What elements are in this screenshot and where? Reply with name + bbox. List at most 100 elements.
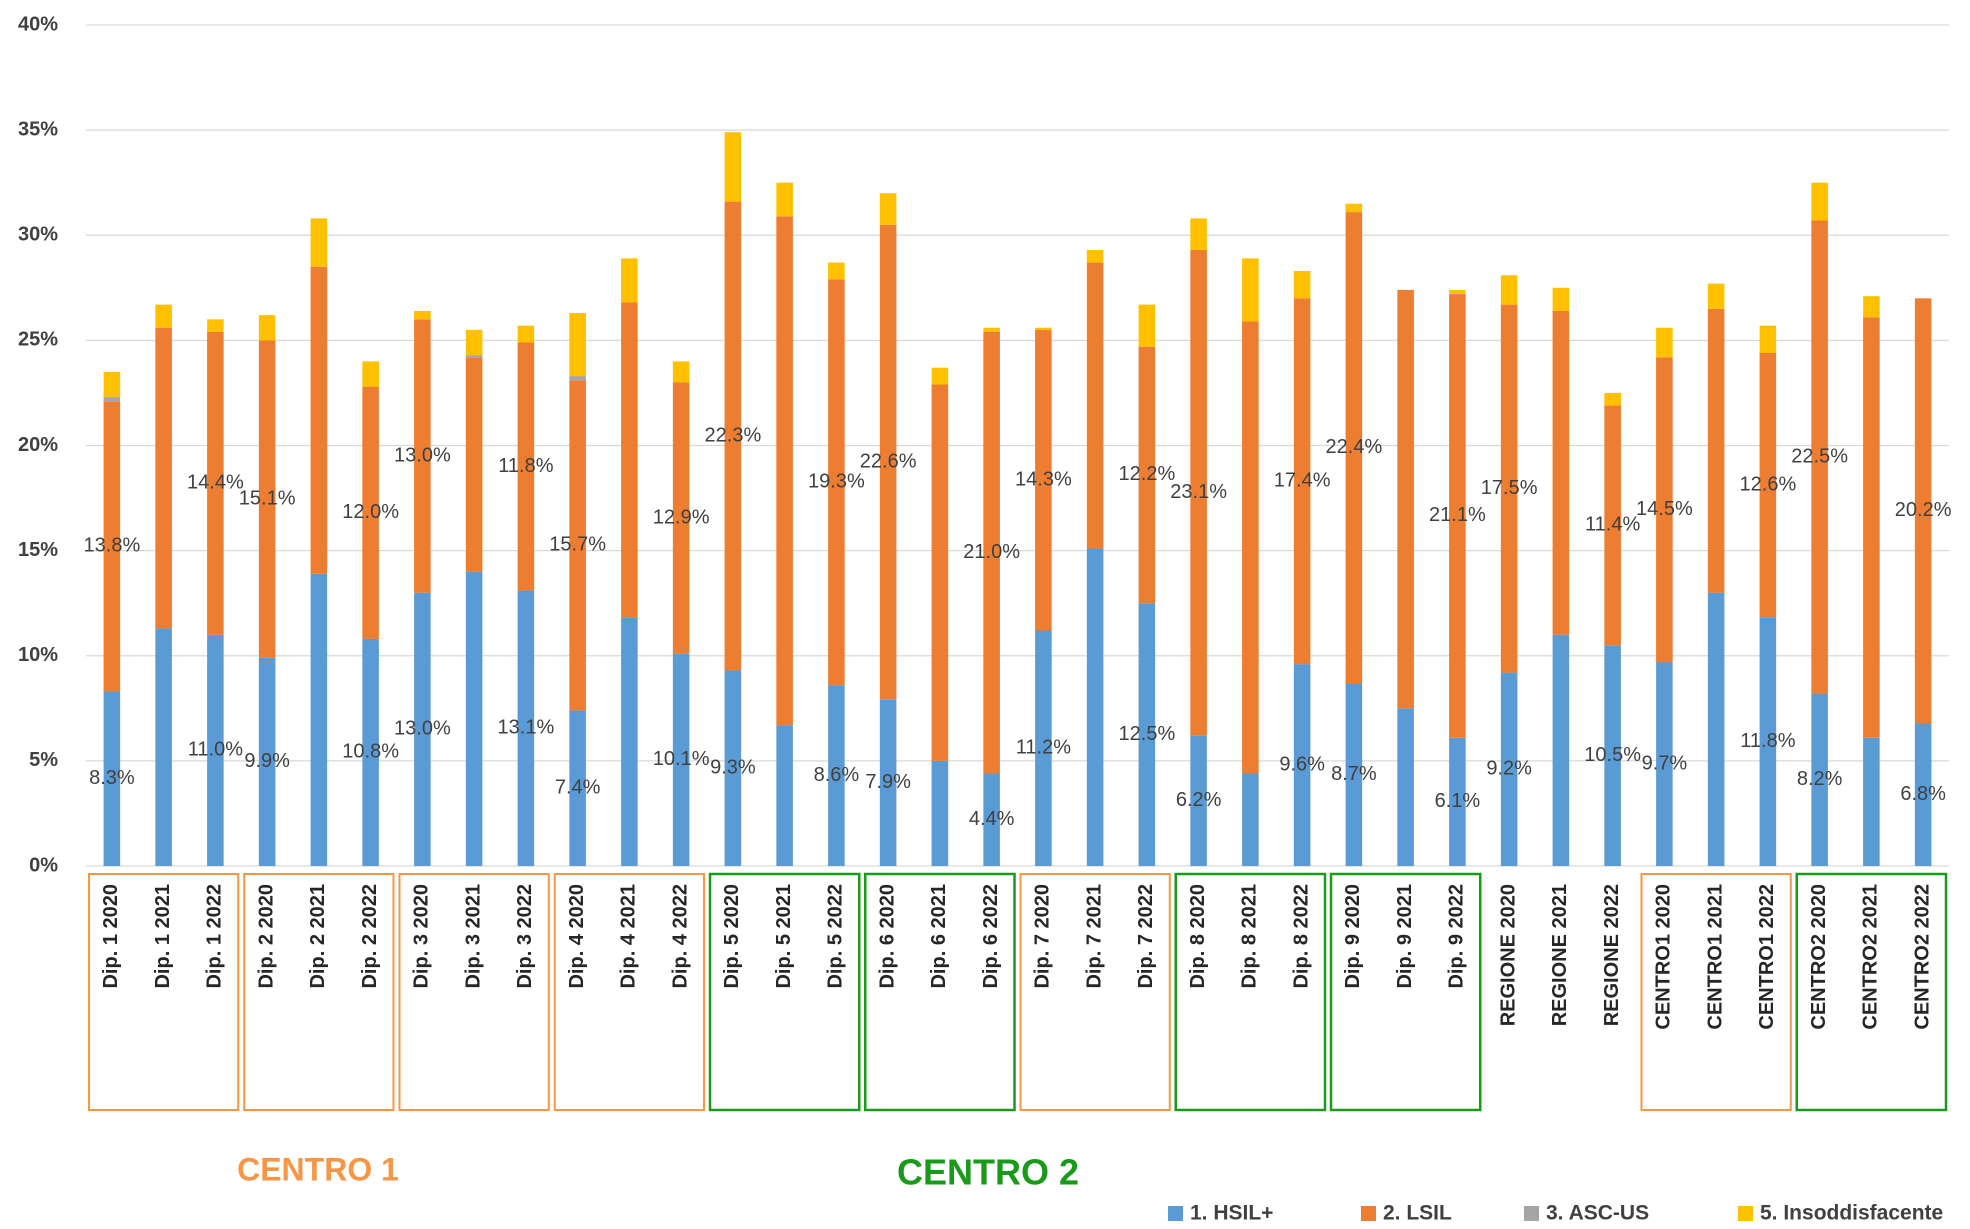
x-tick-label: Dip. 7 2021 <box>1083 884 1105 989</box>
x-tick-label: Dip. 9 2020 <box>1342 884 1364 989</box>
bar-segment <box>1811 182 1828 221</box>
annotation: CENTRO 2 <box>897 1152 1079 1193</box>
bar-segment <box>103 371 121 398</box>
data-label: 11.2% <box>1016 737 1071 759</box>
bar-segment <box>1138 603 1156 866</box>
group-box <box>88 873 240 1111</box>
y-tick-label: 20% <box>18 434 58 456</box>
data-label: 23.1% <box>1170 481 1227 503</box>
bar-segment <box>1035 630 1052 866</box>
bar-segment <box>569 313 586 377</box>
x-tick-label: CENTRO1 2021 <box>1704 884 1726 1030</box>
bar-segment <box>931 760 949 866</box>
group-box <box>1795 872 1948 1112</box>
x-tick-label: REGIONE 2021 <box>1549 884 1571 1026</box>
legend-label: 1. HSIL+ <box>1190 1202 1273 1225</box>
bar-segment <box>1449 289 1466 295</box>
group-box <box>243 873 395 1111</box>
x-tick-label: Dip. 6 2022 <box>980 884 1002 989</box>
bar-segment <box>1242 773 1259 866</box>
bar-segment <box>1242 321 1259 774</box>
bar-segment <box>569 380 586 711</box>
bar-segment <box>207 634 224 866</box>
data-label: 9.2% <box>1486 758 1532 780</box>
data-label: 14.3% <box>1015 468 1072 490</box>
bar-segment <box>1811 220 1828 694</box>
x-tick-label: Dip. 8 2020 <box>1187 884 1209 989</box>
bar-segment <box>1035 327 1052 330</box>
data-label: 22.3% <box>705 424 762 446</box>
bar-segment <box>1138 346 1156 604</box>
bar-segment <box>931 384 949 761</box>
data-label: 11.4% <box>1585 514 1640 536</box>
x-tick-label: Dip. 5 2021 <box>773 884 795 989</box>
bar-segment <box>1190 735 1207 866</box>
x-tick-label: Dip. 3 2021 <box>462 884 484 989</box>
bar-segment <box>1604 645 1621 866</box>
x-tick-label: Dip. 7 2020 <box>1032 884 1054 989</box>
data-label: 9.3% <box>710 757 756 779</box>
data-label: 10.5% <box>1584 744 1641 766</box>
annotation: CENTRO 1 <box>237 1151 399 1187</box>
bar-segment <box>776 725 793 866</box>
legend-marker <box>1168 1206 1183 1221</box>
data-label: 7.4% <box>555 776 601 798</box>
group-box <box>708 872 861 1112</box>
y-tick-label: 10% <box>18 644 58 666</box>
bar-segment <box>1863 737 1880 866</box>
x-tick-label: Dip. 6 2021 <box>928 884 950 989</box>
bar-segment <box>569 376 586 381</box>
group-box <box>864 872 1016 1112</box>
data-label: 9.6% <box>1279 753 1325 775</box>
bar-segment <box>465 357 483 572</box>
bar-segment <box>621 617 638 866</box>
x-tick-label: Dip. 4 2022 <box>669 884 691 989</box>
bar-segment <box>517 342 535 591</box>
data-label: 13.0% <box>394 444 451 466</box>
bar-segment <box>465 329 483 356</box>
bar-segment <box>465 355 483 358</box>
data-label: 9.9% <box>244 750 290 772</box>
y-tick-label: 30% <box>18 224 58 246</box>
bar-segment <box>1035 329 1052 631</box>
x-tick-label: Dip. 3 2022 <box>514 884 536 989</box>
bar-segment <box>1552 310 1570 635</box>
x-tick-label: Dip. 9 2022 <box>1446 884 1468 989</box>
bar-segment <box>103 691 121 866</box>
bar-segment <box>1604 405 1621 646</box>
y-tick-label: 40% <box>18 13 58 35</box>
x-tick-label: Dip. 8 2022 <box>1290 884 1312 989</box>
bar-segment <box>983 327 1000 332</box>
bar-segment <box>1604 392 1621 406</box>
bar-segment <box>155 327 172 629</box>
data-label: 13.8% <box>84 535 141 557</box>
group-box <box>1329 872 1482 1112</box>
data-label: 12.6% <box>1740 474 1797 496</box>
x-tick-label: Dip. 2 2020 <box>255 884 277 989</box>
bar-segment <box>1707 283 1725 309</box>
legend-label: 3. ASC-US <box>1546 1202 1649 1225</box>
bar-segment <box>672 653 690 866</box>
data-label: 12.9% <box>653 506 710 528</box>
bar-segment <box>1086 548 1104 866</box>
bar-segment <box>155 304 172 328</box>
bar-segment <box>1190 249 1207 736</box>
x-tick-label: Dip. 1 2021 <box>152 884 174 989</box>
data-label: 21.0% <box>963 541 1020 563</box>
x-tick-label: CENTRO2 2022 <box>1911 884 1933 1030</box>
data-label: 22.4% <box>1326 436 1383 458</box>
bar-segment <box>1707 592 1725 866</box>
bar-segment <box>569 710 586 866</box>
bar-segment <box>207 331 224 635</box>
data-label: 15.7% <box>549 534 606 556</box>
bar-segment <box>1656 662 1673 866</box>
bar-segment <box>1190 218 1207 250</box>
bar-segment <box>776 182 793 217</box>
group-box <box>1019 873 1171 1111</box>
bar-segment <box>724 132 742 202</box>
bar-segment <box>879 224 897 700</box>
bar-segment <box>310 573 328 866</box>
data-label: 12.5% <box>1119 723 1176 745</box>
data-label: 22.5% <box>1791 445 1848 467</box>
